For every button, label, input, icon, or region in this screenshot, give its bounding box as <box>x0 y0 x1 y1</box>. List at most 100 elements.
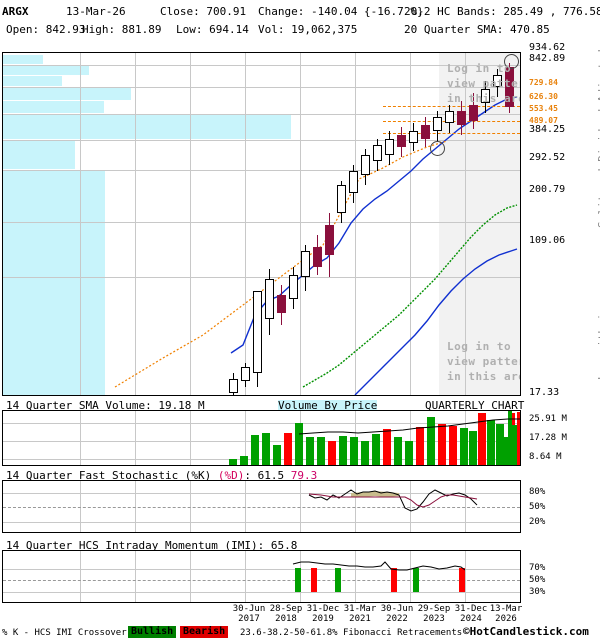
gridline-h <box>3 140 520 141</box>
gridline-v <box>190 411 191 465</box>
fib-tick: 729.84 <box>529 78 558 87</box>
vbp-bar <box>3 114 291 139</box>
brand-label: ©HotCandlestick.com <box>463 625 589 638</box>
date-tick-year: 2019 <box>312 614 334 624</box>
locked-overlay-top: Log in to view patterns in this area <box>447 62 520 105</box>
imi-panel[interactable] <box>2 550 521 603</box>
imi-tick: 30% <box>529 587 546 597</box>
volume-bar <box>262 433 270 465</box>
price-tick: 200.79 <box>529 184 566 195</box>
gridline-v <box>80 551 81 602</box>
pattern-marker-circle[interactable] <box>430 141 445 156</box>
gridline-h-50 <box>3 507 520 508</box>
volume-bar <box>405 441 413 465</box>
volume-bar <box>383 429 391 465</box>
date-tick-year: 2022 <box>386 614 408 624</box>
gridline-v <box>465 53 466 395</box>
volume-bar <box>284 433 292 465</box>
gridline-v <box>410 53 411 395</box>
stoch-title-k-value: : 61.5 <box>244 469 291 482</box>
change-label: Change: -140.04 {-16.7 %} <box>258 5 424 18</box>
volume-bar <box>416 427 424 465</box>
gridline-v <box>245 53 246 395</box>
date-tick-day: 28-Sep <box>269 604 303 614</box>
gridline-v <box>465 551 466 602</box>
fib-tick: 489.07 <box>529 116 558 125</box>
date-tick: 31-Dec 2024 <box>443 604 499 624</box>
gridline-v <box>190 551 191 602</box>
stochastic-panel[interactable] <box>2 480 521 533</box>
gridline-v <box>190 481 191 532</box>
vbp-bar <box>3 101 104 113</box>
imi-signal-bar <box>413 568 419 592</box>
volume-tick: 17.28 M <box>529 433 567 443</box>
volume-tick: 8.64 M <box>529 452 562 462</box>
imi-tick: 50% <box>529 575 546 585</box>
bullish-badge: Bullish <box>128 626 177 638</box>
volume-by-price-label: Volume By Price <box>278 399 378 412</box>
volume-bar <box>508 411 512 465</box>
gridline-v <box>410 481 411 532</box>
volume-bar <box>229 459 237 465</box>
price-tick: 842.89 <box>529 53 566 64</box>
stochastic-lines <box>308 489 478 512</box>
gridline-v <box>410 411 411 465</box>
price-tick: 384.25 <box>529 124 566 135</box>
sma-label: 20 Quarter SMA: 470.85 <box>404 23 550 36</box>
stochastic-plot-area <box>3 481 520 532</box>
volume-bar <box>503 437 508 465</box>
gridline-h <box>3 441 520 442</box>
volume-sma-line <box>298 418 520 435</box>
date-tick: 13-Mar 2026 <box>478 604 534 624</box>
gridline-h <box>3 170 520 171</box>
volume-bar <box>469 431 477 465</box>
volume-bar <box>460 428 468 465</box>
gridline-v <box>135 551 136 602</box>
gridline-h <box>3 65 520 66</box>
gridline-h <box>3 87 520 88</box>
vbp-bar <box>3 140 75 169</box>
volume-bar <box>295 423 303 465</box>
fib-level-line <box>383 106 520 107</box>
volume-bar <box>339 436 347 465</box>
fib-diagonal <box>114 140 448 388</box>
volume-bar <box>372 434 380 465</box>
volume-bar <box>427 417 435 465</box>
volume-panel-title: 14 Quarter SMA Volume: 19.18 M <box>6 399 205 412</box>
imi-signal-bar <box>295 568 301 592</box>
gridline-v <box>245 481 246 532</box>
hc-band-lower-line <box>354 248 518 395</box>
imi-panel-title: 14 Quarter HCS Intraday Momentum (IMI): … <box>6 539 298 552</box>
stoch-tick: 20% <box>529 517 546 527</box>
gridline-h <box>3 277 520 278</box>
date-tick-year: 2017 <box>238 614 260 624</box>
chart-type-label: QUARTERLY CHART <box>425 399 525 412</box>
gridline-h-20 <box>3 522 520 523</box>
hc-bands-label: 20,2 HC Bands: 285.49 , 776.58 <box>404 5 600 18</box>
date-tick-year: 2026 <box>495 614 517 624</box>
price-chart-panel[interactable]: Log in to view patterns in this area Log… <box>2 52 521 396</box>
volume-bar <box>512 425 517 465</box>
volume-bar <box>306 437 314 465</box>
gridline-h <box>3 222 520 223</box>
gridline-v <box>355 53 356 395</box>
imi-line <box>292 561 466 571</box>
y-axis-title: Split and Dividend Adjusted <box>596 49 600 228</box>
pattern-marker-circle[interactable] <box>504 54 519 69</box>
volume-bar <box>251 435 259 465</box>
date-tick-day: 30-Jun <box>380 604 414 614</box>
gridline-v <box>80 411 81 465</box>
volume-panel[interactable] <box>2 410 521 466</box>
vbp-bar <box>3 76 62 86</box>
y-scale-label: Logarithmic <box>596 307 600 380</box>
gridline-v <box>300 481 301 532</box>
stoch-tick: 50% <box>529 502 546 512</box>
volume-bar <box>449 426 457 465</box>
volume-bar <box>317 437 325 465</box>
gridline-v <box>410 551 411 602</box>
volume-bar <box>361 441 369 465</box>
gridline-h <box>3 459 520 460</box>
volume-bar <box>328 441 336 465</box>
gridline-v <box>135 411 136 465</box>
